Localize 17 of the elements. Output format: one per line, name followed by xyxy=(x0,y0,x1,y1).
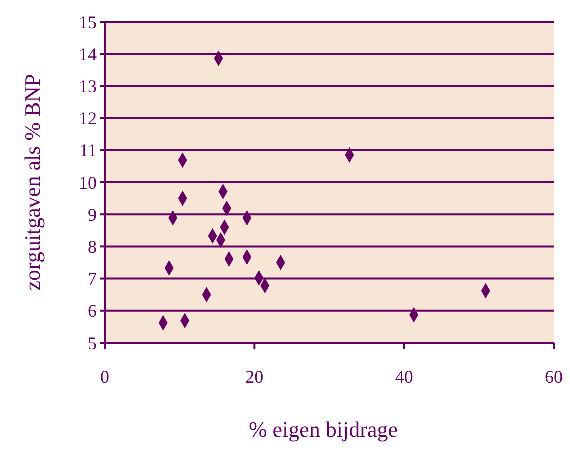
y-tick-label: 9 xyxy=(88,204,97,225)
y-axis-title: zorguitgaven als % BNP xyxy=(20,74,45,291)
x-tick-label: 20 xyxy=(246,367,264,387)
x-tick-label: 0 xyxy=(100,367,110,387)
x-axis-title: % eigen bijdrage xyxy=(248,417,398,442)
y-tick-label: 13 xyxy=(79,76,97,96)
y-tick-label: 7 xyxy=(88,269,97,290)
y-tick-label: 11 xyxy=(80,140,97,161)
x-tick-label: 40 xyxy=(395,367,414,387)
y-tick-label: 5 xyxy=(88,333,97,354)
y-tick-label: 10 xyxy=(79,172,97,193)
x-tick-label: 60 xyxy=(545,367,563,387)
y-tick-label: 6 xyxy=(88,301,97,322)
y-tick-label: 12 xyxy=(79,108,97,129)
y-tick-label: 14 xyxy=(79,44,97,64)
y-tick-label: 15 xyxy=(79,12,97,32)
y-tick-label: 8 xyxy=(88,237,97,257)
